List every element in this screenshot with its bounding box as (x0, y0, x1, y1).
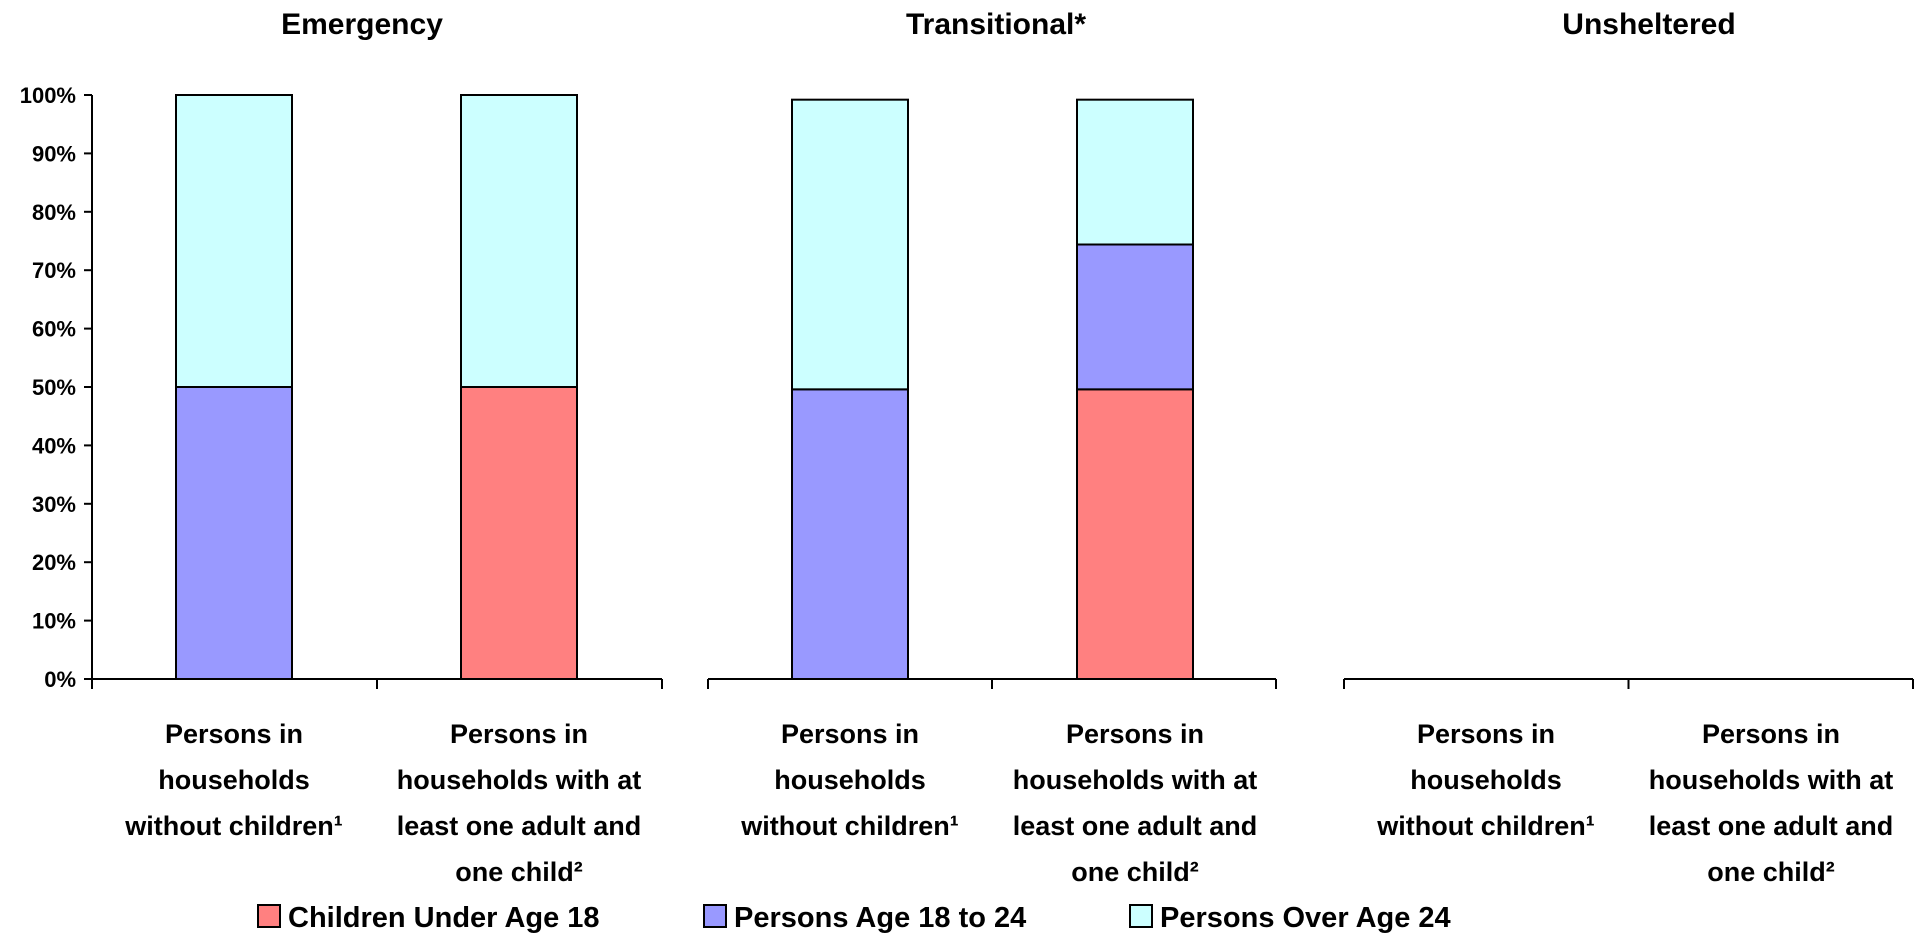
category-label-line: one child² (455, 857, 583, 887)
y-tick-label: 10% (32, 609, 76, 634)
y-tick-label: 20% (32, 550, 76, 575)
legend-swatch (257, 904, 281, 928)
category-label-line: Persons in (781, 719, 919, 749)
category-label-line: one child² (1071, 857, 1199, 887)
bar-segment-persons-over-age-24 (460, 94, 578, 388)
legend-label: Children Under Age 18 (288, 902, 600, 934)
category-label-line: least one adult and (1649, 811, 1894, 841)
category-label-line: households with at (397, 765, 642, 795)
category-label-line: without children¹ (1376, 811, 1594, 841)
category-label-line: households (1410, 765, 1562, 795)
category-label-line: Persons in (450, 719, 588, 749)
category-label-line: households with at (1649, 765, 1894, 795)
category-label-line: one child² (1707, 857, 1835, 887)
y-tick-label: 50% (32, 375, 76, 400)
y-tick-label: 100% (20, 83, 76, 108)
category-label-line: without children¹ (124, 811, 342, 841)
category-label-line: households with at (1013, 765, 1258, 795)
panel-title: Unsheltered (1562, 8, 1735, 41)
y-tick-label: 40% (32, 433, 76, 458)
category-label-line: Persons in (1702, 719, 1840, 749)
panel-title: Transitional* (906, 8, 1086, 41)
y-tick-label: 0% (44, 667, 76, 692)
bar-segment-children-under-age-18 (460, 386, 578, 680)
legend-swatch (703, 904, 727, 928)
category-label-line: Persons in (165, 719, 303, 749)
category-label-line: without children¹ (740, 811, 958, 841)
category-label-line: households (158, 765, 310, 795)
y-tick-label: 80% (32, 200, 76, 225)
bar-segment-persons-age-18-to-24 (791, 388, 909, 680)
category-label-line: least one adult and (1013, 811, 1258, 841)
bar-segment-persons-over-age-24 (1076, 98, 1194, 246)
y-tick-label: 60% (32, 317, 76, 342)
legend-label: Persons Over Age 24 (1160, 902, 1451, 934)
bar-segment-persons-age-18-to-24 (1076, 243, 1194, 391)
bar-segment-persons-age-18-to-24 (175, 386, 293, 680)
legend-label: Persons Age 18 to 24 (734, 902, 1026, 934)
category-label-line: Persons in (1066, 719, 1204, 749)
legend-swatch (1129, 904, 1153, 928)
bar-segment-persons-over-age-24 (175, 94, 293, 388)
bar-segment-children-under-age-18 (1076, 388, 1194, 680)
category-label-line: least one adult and (397, 811, 642, 841)
y-tick-label: 30% (32, 492, 76, 517)
bar-segment-persons-over-age-24 (791, 98, 909, 391)
panel-title: Emergency (281, 8, 443, 41)
category-label-line: Persons in (1417, 719, 1555, 749)
y-tick-label: 90% (32, 141, 76, 166)
y-tick-label: 70% (32, 258, 76, 283)
category-label-line: households (774, 765, 926, 795)
